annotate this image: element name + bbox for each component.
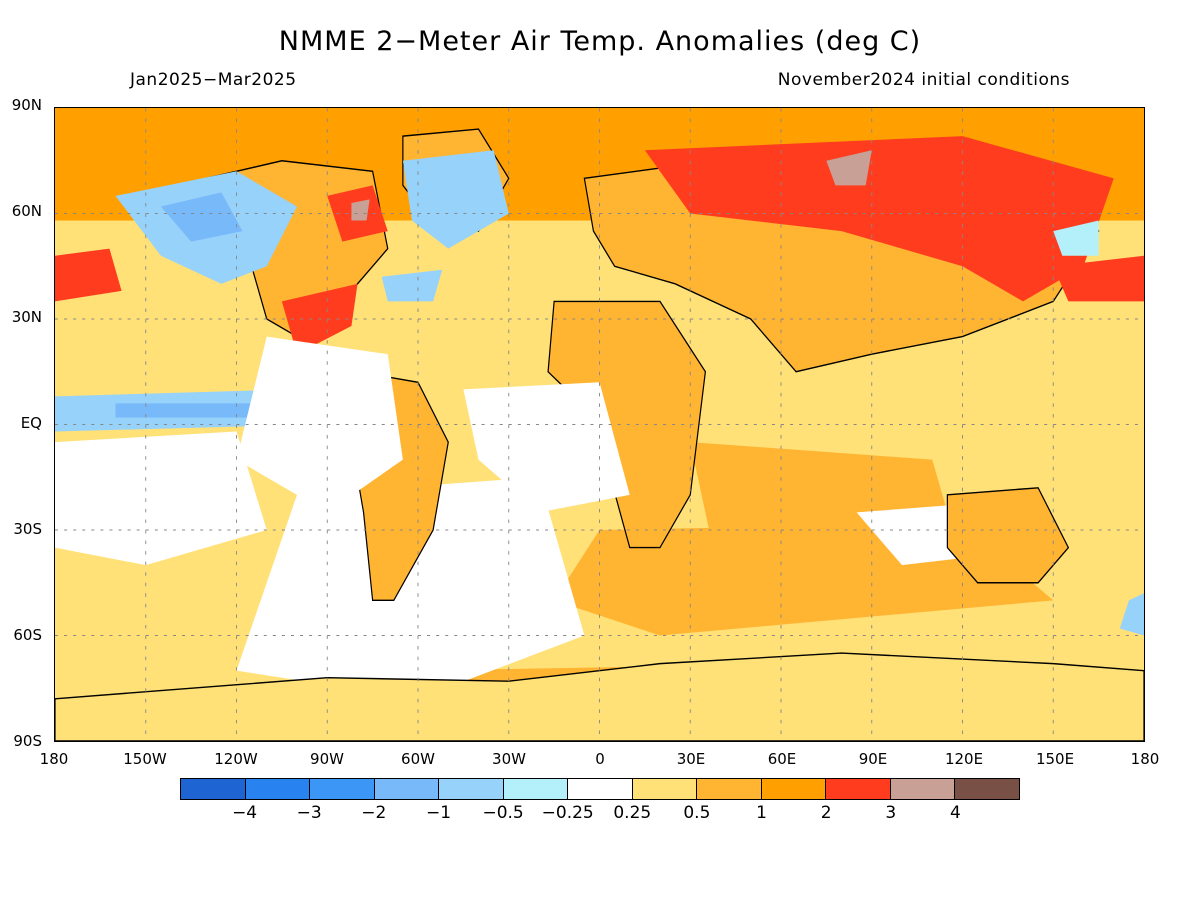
siberia-very-warm (644, 136, 1114, 302)
colorbar-swatch (955, 779, 1019, 799)
lat-label-60n: 60N (11, 202, 42, 220)
equatorial-pacific-colder (115, 403, 267, 418)
alaska-colder (160, 192, 243, 242)
north-pacific-very-warm (1053, 255, 1144, 302)
colorbar-swatch (568, 779, 633, 799)
lon-label-150e: 150E (1035, 750, 1075, 768)
colorbar-swatch (697, 779, 762, 799)
colorbar-swatch (245, 779, 311, 799)
siberia-extreme (826, 150, 872, 186)
colorbar-swatch (761, 779, 827, 799)
okhotsk-cool (1053, 220, 1099, 256)
equatorial-atlantic-neutral (463, 382, 630, 513)
colorbar-label: −0.25 (541, 803, 594, 823)
colorbar-swatch (439, 779, 504, 799)
colorbar-swatch (310, 779, 375, 799)
lon-label-120w: 120W (214, 750, 258, 768)
colorbar-label: 0.25 (613, 803, 652, 823)
colorbar-label: −1 (425, 803, 452, 823)
pacific-cool-white (236, 477, 585, 699)
colorbar (180, 778, 1020, 800)
lon-label-180e: 180 (1130, 750, 1160, 768)
labrador-cool (381, 269, 443, 302)
map-frame (54, 107, 1145, 742)
hudson-bay-extreme (351, 199, 370, 221)
forecast-period: Jan2025−Mar2025 (130, 70, 297, 90)
colorbar-swatch (890, 779, 956, 799)
colorbar-swatch (503, 779, 569, 799)
colorbar-swatch (181, 779, 246, 799)
southeast-pacific-cool (1119, 593, 1144, 636)
lon-label-30w: 30W (492, 750, 526, 768)
map-title: NMME 2−Meter Air Temp. Anomalies (deg C) (278, 26, 922, 57)
colorbar-swatch (632, 779, 698, 799)
anomaly-map (55, 108, 1144, 741)
colorbar-swatch (826, 779, 891, 799)
lon-label-90w: 90W (310, 750, 344, 768)
colorbar-label: −4 (232, 803, 258, 823)
colorbar-label: −3 (296, 803, 322, 823)
lat-label-eq: EQ (20, 414, 42, 432)
australia-land (946, 487, 1070, 584)
lon-label-90e: 90E (858, 750, 888, 768)
north-atlantic-cold (402, 150, 509, 249)
lon-label-30e: 30E (676, 750, 706, 768)
initial-conditions: November2024 initial conditions (777, 70, 1070, 90)
colorbar-label: 1 (756, 803, 767, 823)
colorbar-label: 3 (885, 803, 897, 823)
central-pacific-very-warm (55, 248, 122, 302)
south-pacific-neutral (55, 431, 267, 566)
lat-label-90n: 90N (11, 96, 42, 114)
graticule (55, 108, 1144, 741)
colorbar-label: −0.5 (482, 803, 524, 823)
colorbar-label: 4 (949, 803, 961, 823)
lat-label-90s: 90S (13, 732, 42, 750)
lon-label-0: 0 (595, 750, 605, 768)
lon-label-150w: 150W (123, 750, 167, 768)
lon-label-60w: 60W (401, 750, 435, 768)
lon-label-180w: 180 (39, 750, 69, 768)
lon-label-60e: 60E (767, 750, 797, 768)
lon-label-120e: 120E (944, 750, 984, 768)
colorbar-swatch (374, 779, 440, 799)
lat-label-30s: 30S (13, 520, 42, 538)
lat-label-30n: 30N (11, 308, 42, 326)
colorbar-label: −2 (361, 803, 387, 823)
lat-label-60s: 60S (13, 626, 42, 644)
colorbar-label: 0.5 (683, 803, 711, 823)
colorbar-label: 2 (820, 803, 832, 823)
